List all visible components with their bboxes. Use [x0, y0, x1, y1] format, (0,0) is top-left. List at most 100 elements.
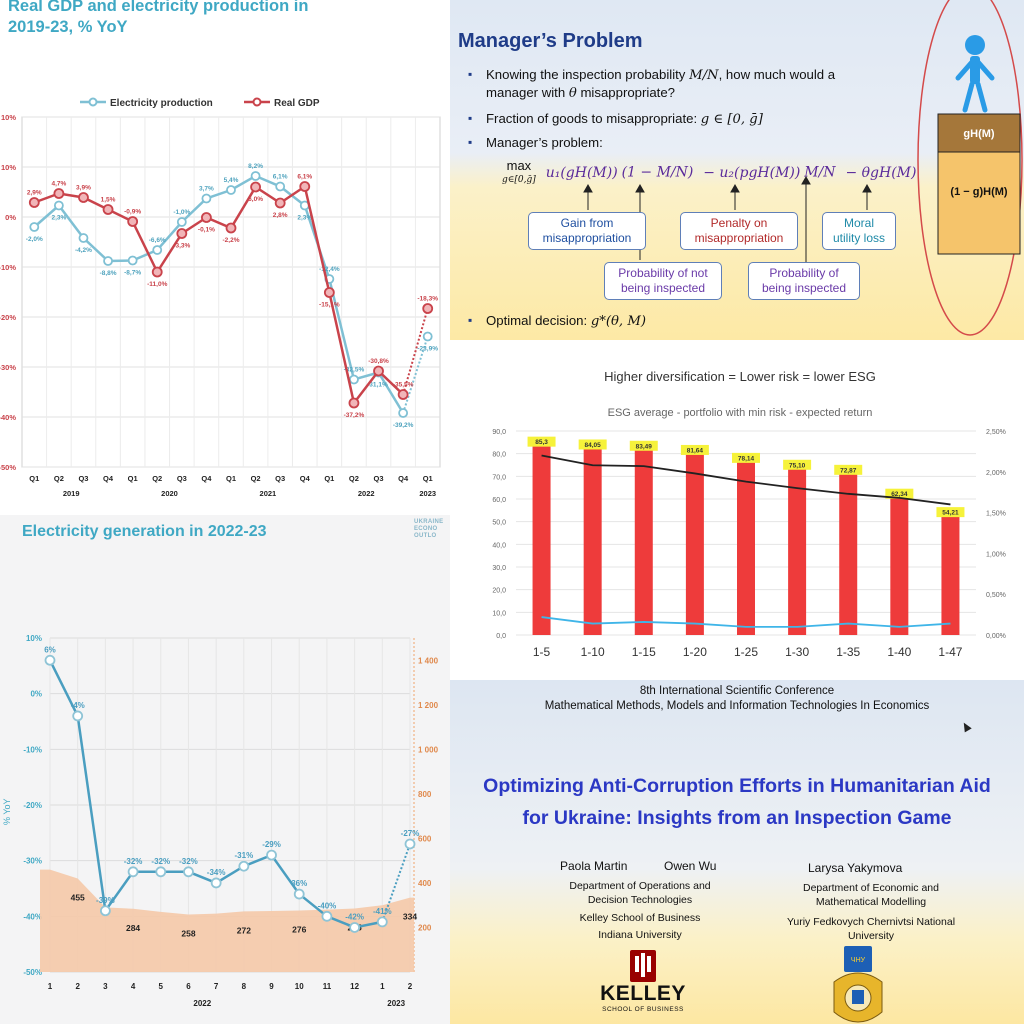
gdp-data-label: 6,0%: [248, 196, 263, 203]
gdp-data-label: 3,9%: [76, 185, 91, 192]
not-inspected-line1: Probability of not: [618, 266, 708, 280]
esg-bar: [634, 445, 653, 635]
esg-y-tick: 70,0: [492, 474, 506, 481]
formula-not-inspected: (1 − M/N): [621, 164, 694, 181]
gdp-electricity-panel: Real GDP and electricity production in 2…: [0, 0, 450, 515]
electricity-point: [226, 185, 236, 195]
electricity-point: [29, 222, 40, 232]
electricity-point: [201, 193, 212, 204]
gdp-point: [299, 181, 311, 192]
electricity-data-label: -4,2%: [75, 247, 92, 254]
yoy-point: [349, 922, 361, 933]
esg-category-label: 1-40: [887, 645, 911, 659]
inspected-line1: Probability of: [769, 266, 839, 280]
gen-month-label: 11: [323, 982, 332, 991]
highlight-ellipse: [917, 0, 1023, 336]
gain-box-line2: misappropriation: [542, 231, 632, 245]
gdp-quarter-label: Q4: [201, 474, 212, 483]
esg-bar: [685, 449, 704, 635]
gdp-y-tick: 0%: [5, 213, 16, 222]
esg-category-label: 1-20: [683, 645, 707, 659]
esg-y2-tick: 0,00%: [986, 633, 1006, 640]
yoy-data-label: 36%: [291, 879, 307, 888]
not-inspected-box: Probability of not being inspected: [604, 262, 722, 300]
gdp-data-label: -0,1%: [198, 227, 215, 234]
gdp-quarter-label: Q1: [29, 474, 39, 483]
electricity-data-label: -23,9%: [417, 346, 438, 353]
esg-y2-tick: 1,00%: [986, 551, 1006, 558]
gdp-point: [78, 192, 89, 203]
kelley-word: KELLEY: [600, 982, 686, 1005]
gdp-y-tick: 10%: [1, 163, 16, 172]
yoy-data-label: -41%: [373, 907, 392, 916]
gdp-quarter-label: Q4: [398, 474, 409, 483]
electricity-data-label: 5,4%: [224, 177, 239, 184]
electricity-point: [127, 255, 138, 266]
gdp-plot-frame: [21, 116, 441, 468]
gdp-y-tick: -20%: [0, 313, 16, 322]
aff2-line2: Mathematical Modelling: [815, 896, 927, 908]
yoy-point: [238, 860, 250, 872]
gen-month-label: 10: [295, 982, 304, 991]
esg-label-bg: [936, 507, 965, 518]
gen-left-tick: 0%: [30, 690, 42, 699]
esg-category-label: 1-25: [734, 645, 758, 659]
gen-right-tick: 1 000: [418, 745, 439, 754]
esg-y-tick: 20,0: [492, 588, 506, 595]
aff1-line3: Kelley School of Business: [579, 912, 701, 924]
gen-left-tick: -20%: [23, 801, 42, 810]
yoy-point: [155, 866, 167, 878]
gdp-quarter-label: Q1: [423, 474, 433, 483]
bullet1-text-c: manager with: [486, 85, 569, 100]
formula-moral: − θgH(M): [845, 164, 917, 181]
gdp-series-line: [33, 184, 404, 406]
gdp-data-label: -30,8%: [368, 358, 389, 365]
gen-month-label: 9: [269, 982, 274, 991]
esg-bar: [583, 444, 602, 635]
bullet-inspection-probability: Knowing the inspection probability M/N, …: [468, 66, 906, 102]
bullet1-math: M/N: [689, 68, 719, 83]
electricity-data-label: 31,1%: [369, 382, 388, 389]
gdp-point: [373, 365, 384, 377]
author-yakymova: Larysa Yakymova: [808, 861, 903, 875]
electricity-point: [176, 217, 187, 227]
yoy-data-label: -29%: [262, 840, 281, 849]
yoy-point: [404, 838, 416, 850]
bullet-manager-problem: Manager’s problem:: [468, 134, 603, 151]
esg-label-bg: [527, 436, 556, 447]
gdp-year-label: 2022: [358, 489, 375, 498]
esg-label-bg: [680, 444, 709, 455]
esg-y2-tick: 2,50%: [986, 429, 1006, 436]
electricity-point: [78, 233, 89, 243]
esg-label-bg: [732, 452, 760, 463]
cursor-icon: [960, 720, 972, 733]
talk-title-line2: for Ukraine: Insights from an Inspection…: [522, 807, 952, 829]
author-wu: Owen Wu: [664, 859, 717, 873]
yoy-point: [293, 888, 305, 900]
gdp-quarter-label: Q3: [177, 474, 187, 483]
yoy-point: [72, 710, 84, 722]
yoy-point: [44, 654, 56, 666]
yoy-forecast-line: [381, 843, 411, 923]
gdp-point: [127, 216, 139, 227]
gain-box: Gain from misappropriation: [528, 212, 646, 250]
gdp-point: [397, 389, 409, 400]
gdp-year-label: 2021: [260, 489, 277, 498]
iu-trident-icon: [630, 950, 656, 982]
gen-month-label: 7: [214, 982, 219, 991]
esg-bar-chart: 0,0 10,0 20,0 30,0 40,0 50,0 60,0 70,0 80,0 90,0 0…: [492, 429, 1006, 659]
esg-category-label: 1-15: [632, 645, 656, 659]
gdp-data-label: 4,7%: [51, 181, 66, 188]
esg-category-label: 1-5: [533, 645, 551, 659]
generation-value-label: 334: [403, 912, 417, 922]
yoy-point: [376, 916, 388, 928]
slide-title: Manager’s Problem: [458, 30, 643, 52]
gen-month-label: 5: [159, 982, 164, 991]
formula-inspected: M/N: [804, 164, 836, 181]
gdp-y-tick: -10%: [0, 263, 16, 272]
inspected-line2: being inspected: [761, 281, 847, 295]
electricity-data-label: -39,2%: [393, 422, 414, 429]
electricity-data-label: 3,7%: [199, 186, 214, 193]
esg-panel: Higher diversification = Lower risk = lo…: [456, 345, 1024, 670]
gen-month-label: 4: [131, 982, 136, 991]
